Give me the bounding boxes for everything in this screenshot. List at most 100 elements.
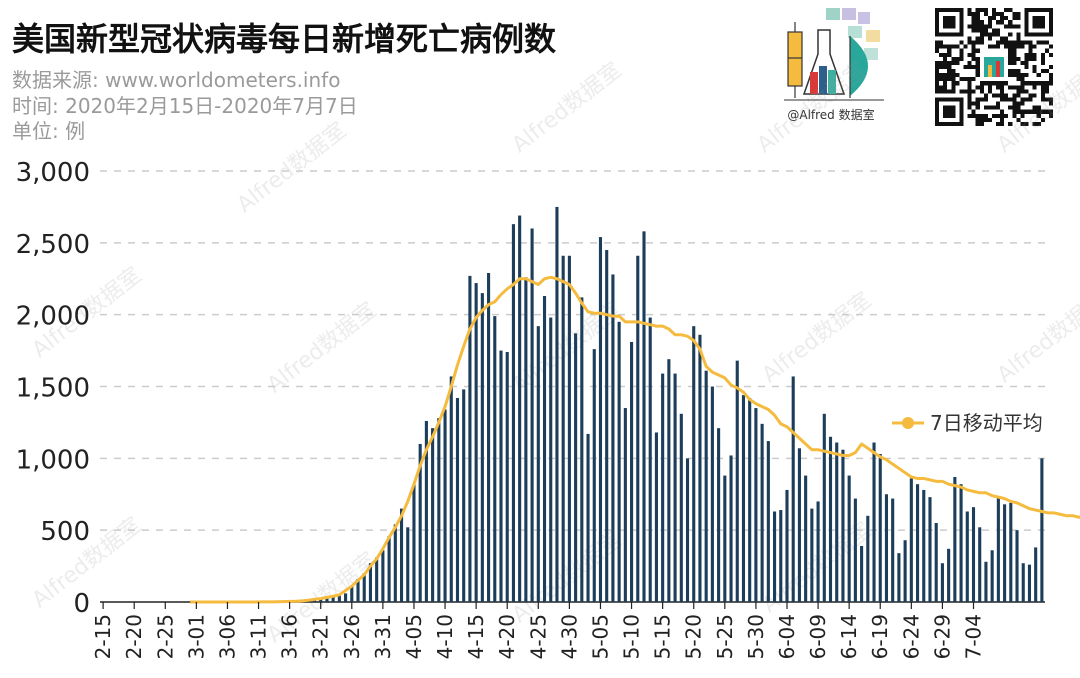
bar: [704, 370, 708, 602]
x-tick-label: 6-24: [899, 614, 923, 659]
bar: [661, 373, 665, 602]
bar: [866, 515, 870, 602]
bar: [891, 498, 895, 602]
y-tick-label: 1,000: [16, 445, 90, 475]
x-tick-label: 5-15: [651, 614, 675, 659]
bar: [872, 442, 876, 602]
bar: [474, 283, 478, 602]
bar: [804, 475, 808, 602]
bar: [381, 550, 385, 602]
x-tick-label: 3-31: [371, 614, 395, 659]
bar: [667, 359, 671, 602]
x-tick-label: 6-09: [806, 614, 830, 659]
bar: [437, 418, 441, 602]
bar: [710, 386, 714, 602]
bar: [462, 389, 466, 602]
moving-average-line: [190, 275, 1080, 604]
bar: [928, 497, 932, 602]
bar: [636, 255, 640, 602]
bar: [605, 250, 609, 602]
data-source: 数据来源: www.worldometers.info: [12, 68, 341, 92]
bar: [679, 413, 683, 602]
bar: [909, 478, 913, 602]
bar: [897, 553, 901, 602]
bar: [984, 561, 988, 602]
bar: [356, 579, 360, 602]
bar: [418, 443, 422, 602]
bar: [393, 524, 397, 602]
x-tick-label: 3-01: [184, 614, 208, 659]
bar: [586, 433, 590, 602]
x-tick-label: 4-05: [402, 614, 426, 659]
bar: [760, 423, 764, 602]
bar: [443, 409, 447, 602]
bar: [511, 224, 515, 602]
bar: [449, 376, 453, 602]
bar: [915, 484, 920, 602]
bar: [337, 594, 341, 602]
bar: [965, 511, 969, 602]
bar: [387, 535, 391, 602]
unit-label: 单位: 例: [12, 119, 86, 143]
x-tick-label: 3-11: [247, 614, 271, 659]
bar: [406, 527, 410, 602]
bar: [630, 341, 634, 602]
brand-logo-icon: [784, 8, 884, 101]
bar: [480, 293, 484, 602]
y-tick-label: 0: [73, 589, 90, 619]
bar: [617, 321, 621, 602]
bar: [455, 397, 460, 602]
x-tick-label: 4-20: [495, 614, 519, 659]
bar: [555, 206, 559, 602]
x-tick-label: 3-06: [215, 614, 239, 659]
bar: [549, 317, 553, 602]
y-tick-label: 2,000: [16, 302, 90, 332]
bar: [325, 596, 329, 602]
bar: [947, 548, 951, 602]
bar: [953, 477, 957, 602]
qr-code-icon: [935, 8, 1053, 126]
bar: [717, 428, 721, 602]
bar: [903, 540, 907, 602]
bar: [493, 316, 497, 602]
bar: [785, 489, 789, 602]
bar: [536, 326, 540, 602]
bar: [741, 395, 746, 602]
bar: [748, 397, 752, 602]
bar: [580, 297, 584, 602]
bar: [375, 557, 379, 602]
bar: [673, 373, 677, 602]
bar: [561, 255, 565, 602]
bar: [1015, 530, 1019, 602]
bar: [685, 458, 690, 602]
bar: [530, 228, 534, 602]
bar: [505, 352, 509, 602]
bar: [822, 413, 826, 602]
x-tick-label: 4-15: [464, 614, 488, 659]
x-tick-label: 4-30: [557, 614, 581, 659]
y-tick-label: 3,000: [16, 158, 90, 188]
bar: [698, 334, 702, 602]
bar: [735, 360, 739, 602]
bar: [468, 275, 472, 602]
bar: [828, 436, 833, 602]
x-tick-label: 5-10: [620, 614, 644, 659]
bar: [648, 317, 652, 602]
time-range: 时间: 2020年2月15日-2020年7月7日: [12, 94, 358, 118]
bar: [611, 274, 615, 602]
x-tick-label: 5-20: [682, 614, 706, 659]
x-tick-label: 3-26: [340, 614, 364, 659]
x-tick-label: 4-25: [526, 614, 550, 659]
bar: [362, 573, 366, 602]
y-tick-label: 2,500: [16, 230, 90, 260]
bar: [692, 326, 696, 602]
brand-caption: @Alfred 数据室: [787, 108, 875, 122]
bar: [499, 350, 503, 602]
bar: [574, 333, 578, 602]
x-tick-label: 5-25: [713, 614, 737, 659]
bar: [424, 420, 428, 602]
chart-title: 美国新型冠状病毒每日新增死亡病例数: [12, 20, 557, 58]
bar: [399, 508, 404, 602]
bar: [766, 441, 770, 602]
